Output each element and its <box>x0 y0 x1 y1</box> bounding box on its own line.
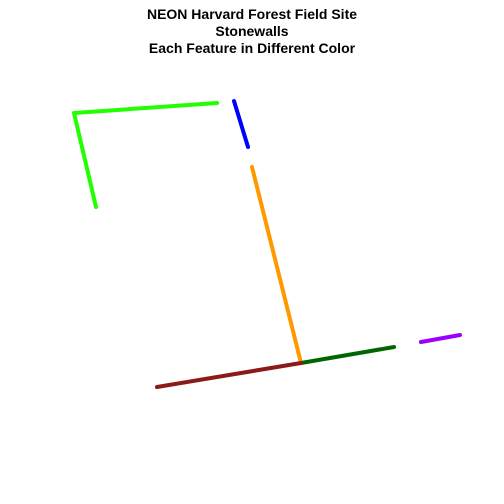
stonewall-feature-2 <box>232 99 250 149</box>
stonewall-feature-3 <box>250 165 303 365</box>
stonewall-feature-6 <box>419 333 462 344</box>
stonewall-feature-1 <box>72 101 219 209</box>
plot-title: NEON Harvard Forest Field Site Stonewall… <box>0 6 504 57</box>
title-line-3: Each Feature in Different Color <box>148 40 356 56</box>
stonewall-feature-4 <box>299 345 396 365</box>
stonewall-feature-5 <box>155 361 303 389</box>
title-line-2: Stonewalls <box>215 23 289 39</box>
title-line-1: NEON Harvard Forest Field Site <box>146 6 358 22</box>
